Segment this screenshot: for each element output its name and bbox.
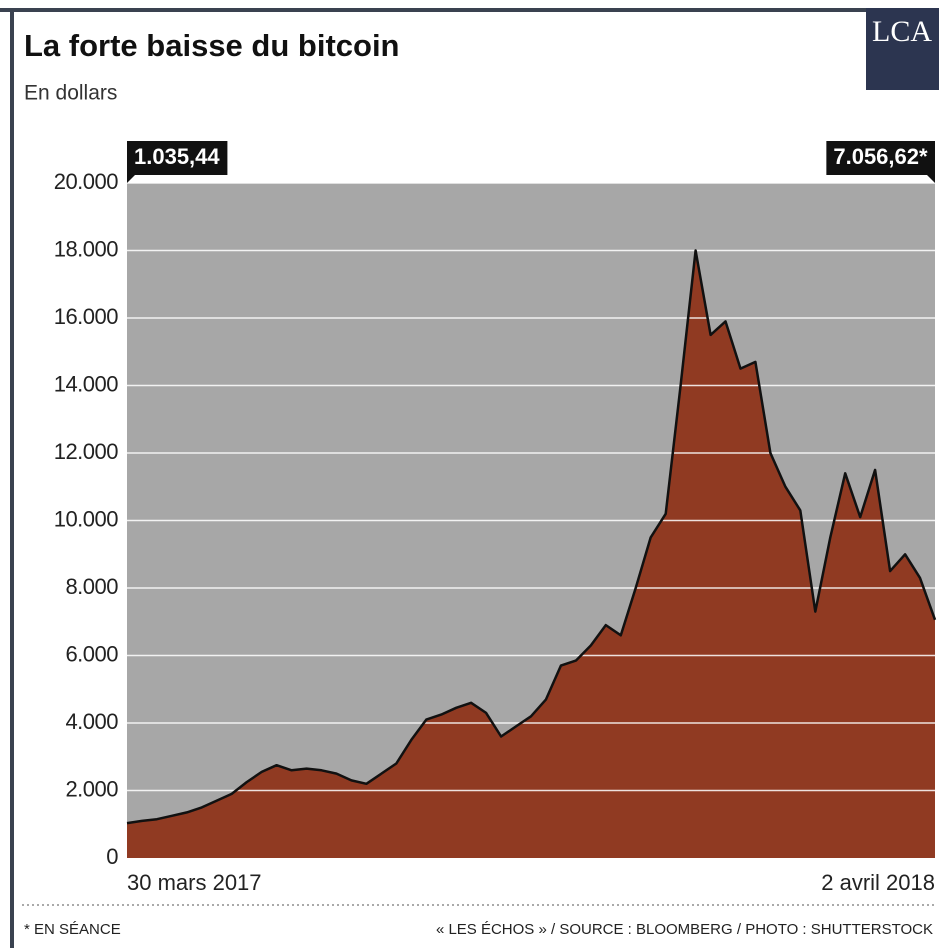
area — [127, 250, 935, 858]
chart-subtitle: En dollars — [24, 82, 117, 105]
x-tick-label: 30 mars 2017 — [127, 870, 262, 895]
y-tick-label: 12.000 — [54, 439, 119, 464]
frame-top — [0, 8, 939, 12]
frame-left — [10, 8, 14, 948]
value-label-pointer — [127, 175, 135, 183]
y-tick-label: 16.000 — [54, 304, 119, 329]
y-tick-label: 10.000 — [54, 506, 119, 531]
value-label-box — [127, 141, 228, 175]
chart-title: La forte baisse du bitcoin — [24, 28, 400, 63]
y-tick-label: 6.000 — [65, 641, 118, 666]
value-label: 1.035,44 — [134, 144, 220, 169]
y-tick-label: 18.000 — [54, 236, 119, 261]
value-label-box — [826, 141, 935, 175]
value-label: 7.056,62* — [833, 144, 928, 169]
footnote: * EN SÉANCE — [24, 921, 121, 938]
y-tick-label: 8.000 — [65, 574, 118, 599]
y-tick-label: 0 — [106, 844, 118, 869]
logo-box — [866, 8, 939, 90]
logo: LCA — [872, 15, 932, 48]
y-tick-label: 20.000 — [54, 169, 119, 194]
x-tick-label: 2 avril 2018 — [821, 870, 935, 895]
y-tick-label: 4.000 — [65, 709, 118, 734]
value-label-pointer — [927, 175, 935, 183]
y-tick-label: 14.000 — [54, 371, 119, 396]
y-tick-label: 2.000 — [65, 776, 118, 801]
line — [126, 249, 937, 825]
source: « LES ÉCHOS » / SOURCE : BLOOMBERG / PHO… — [436, 921, 933, 938]
